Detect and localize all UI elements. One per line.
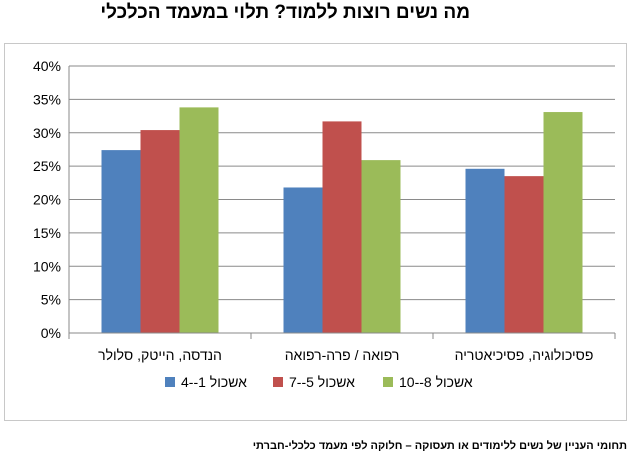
- y-tick-label: 35%: [33, 91, 61, 107]
- legend-label: אשכול 8--10: [399, 374, 473, 390]
- bar: [179, 107, 219, 333]
- bar: [322, 121, 362, 333]
- x-category-label: פסיכולוגיה, פסיכיאטריה: [455, 347, 594, 363]
- y-tick-label: 0%: [41, 325, 61, 341]
- x-category-label: רפואה / פרה-רפואה: [285, 347, 400, 363]
- legend-swatch: [383, 377, 393, 387]
- y-tick-label: 30%: [33, 125, 61, 141]
- bar: [361, 160, 401, 333]
- legend-swatch: [273, 377, 283, 387]
- y-tick-label: 10%: [33, 258, 61, 274]
- x-category-label: הנדסה, הייטק, סלולר: [98, 347, 222, 363]
- y-tick-label: 40%: [33, 58, 61, 74]
- legend-swatch: [165, 377, 175, 387]
- bar: [465, 168, 505, 333]
- y-tick-label: 5%: [41, 292, 61, 308]
- bar: [283, 187, 323, 333]
- y-tick-label: 20%: [33, 192, 61, 208]
- legend-label: אשכול 5--7: [289, 374, 355, 390]
- y-tick-label: 25%: [33, 158, 61, 174]
- y-tick-label: 15%: [33, 225, 61, 241]
- bar: [101, 150, 141, 333]
- chart-caption: תחומי העניין של נשים ללימודים או תעסוקה …: [252, 440, 627, 452]
- bar: [543, 112, 583, 334]
- bar: [140, 130, 180, 333]
- page-title: מה נשים רוצות ללמוד? תלוי במעמד הכלכלי: [100, 2, 470, 23]
- bar: [504, 176, 544, 333]
- legend-label: אשכול 1--4: [181, 374, 247, 390]
- chart-frame: 0% 5% 10% 15% 20% 25% 30% 35% 40% הנדסה, הייטק, ס…: [4, 43, 627, 421]
- bar-chart: 0% 5% 10% 15% 20% 25% 30% 35% 40% הנדסה, הייטק, ס…: [33, 58, 616, 390]
